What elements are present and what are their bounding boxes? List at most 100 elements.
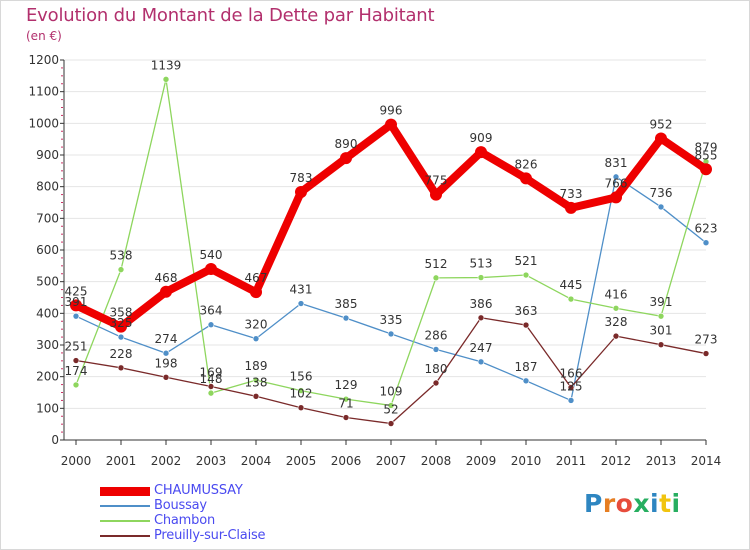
data-label: 775 [425,174,448,188]
data-label: 855 [695,148,718,162]
data-point [340,152,352,165]
data-label: 766 [605,176,628,190]
data-point [520,172,532,185]
data-point [250,286,262,299]
data-point [162,373,170,381]
data-point [207,383,215,390]
data-label: 733 [560,187,583,201]
data-point [655,132,667,145]
data-point [72,312,80,320]
y-tick-label-500: 500 [36,275,59,289]
data-label: 274 [155,332,178,346]
data-label: 783 [290,171,313,185]
data-label: 909 [470,131,493,145]
data-point [565,201,577,214]
x-tick-label-2002: 2002 [151,454,182,468]
x-tick-label-2000: 2000 [61,454,92,468]
unit-label: (en €) [26,29,62,43]
data-point [702,239,710,247]
data-label: 273 [695,333,718,347]
logo-letter: P [584,489,603,518]
data-point [117,333,125,341]
data-point [342,414,350,421]
logo-letter: i [671,489,681,518]
data-point [477,274,485,281]
data-label: 138 [245,375,268,389]
data-label: 521 [515,254,538,268]
data-point [385,118,397,131]
data-point [657,312,665,320]
y-tick-label-800: 800 [36,180,59,194]
data-label: 102 [290,387,313,401]
data-point [252,335,260,342]
data-point [387,330,395,338]
data-label: 431 [290,283,313,297]
x-tick-label-2003: 2003 [196,454,227,468]
data-label: 320 [245,318,268,332]
data-point [612,173,620,181]
x-tick-label-2001: 2001 [106,454,137,468]
data-label: 512 [425,257,448,271]
data-label: 71 [338,397,353,411]
legend-swatch-chaumussay [100,487,150,496]
legend-label-boussay: Boussay [154,498,207,513]
data-point [297,300,305,307]
x-tick-label-2012: 2012 [601,454,632,468]
data-label: 109 [380,384,403,398]
y-tick-label-100: 100 [36,401,59,415]
proxiti-logo: Proxiti [584,489,681,518]
logo-letter: o [615,489,634,518]
data-label: 286 [425,328,448,342]
data-label: 996 [380,104,403,118]
data-point [567,384,575,391]
data-point [252,376,260,384]
legend-item-chambon: Chambon [100,513,360,528]
legend-item-boussay: Boussay [100,498,360,513]
chart-title: Evolution du Montant de la Dette par Hab… [26,5,435,26]
x-tick-label-2004: 2004 [241,454,272,468]
data-point [475,146,487,159]
x-tick-label-2005: 2005 [286,454,317,468]
data-label: 335 [380,313,403,327]
data-point [610,191,622,204]
data-point [700,163,712,176]
data-point [115,320,127,333]
data-point [162,76,170,83]
data-label: 198 [155,356,178,370]
data-point [342,395,350,403]
y-tick-label-700: 700 [36,211,59,225]
data-label: 52 [383,403,398,417]
data-label: 391 [650,295,673,309]
data-label: 416 [605,287,628,301]
data-label: 251 [65,340,88,354]
y-tick-label-1200: 1200 [28,53,59,67]
data-label: 358 [110,306,133,320]
x-tick-label-2013: 2013 [646,454,677,468]
data-label: 952 [650,118,673,132]
data-point [522,377,530,385]
data-point [297,404,305,412]
x-tick-label-2009: 2009 [466,454,497,468]
data-point [297,387,305,394]
data-point [160,285,172,298]
legend-label-preuilly: Preuilly-sur-Claise [154,528,266,543]
data-label: 445 [560,278,583,292]
x-tick-label-2006: 2006 [331,454,362,468]
data-label: 385 [335,297,358,311]
data-point [432,346,440,353]
data-point [657,341,665,348]
data-point [207,389,215,397]
data-point [117,364,125,372]
data-label: 879 [695,141,718,155]
data-point [70,299,82,312]
y-tick-label-300: 300 [36,338,59,352]
data-label: 513 [470,257,493,271]
data-point [522,271,530,279]
data-point [432,379,440,387]
y-tick-label-400: 400 [36,306,59,320]
y-tick-label-1000: 1000 [28,116,59,130]
data-label: 831 [605,156,628,170]
data-label: 425 [65,284,88,298]
legend-swatch-preuilly [100,535,150,537]
